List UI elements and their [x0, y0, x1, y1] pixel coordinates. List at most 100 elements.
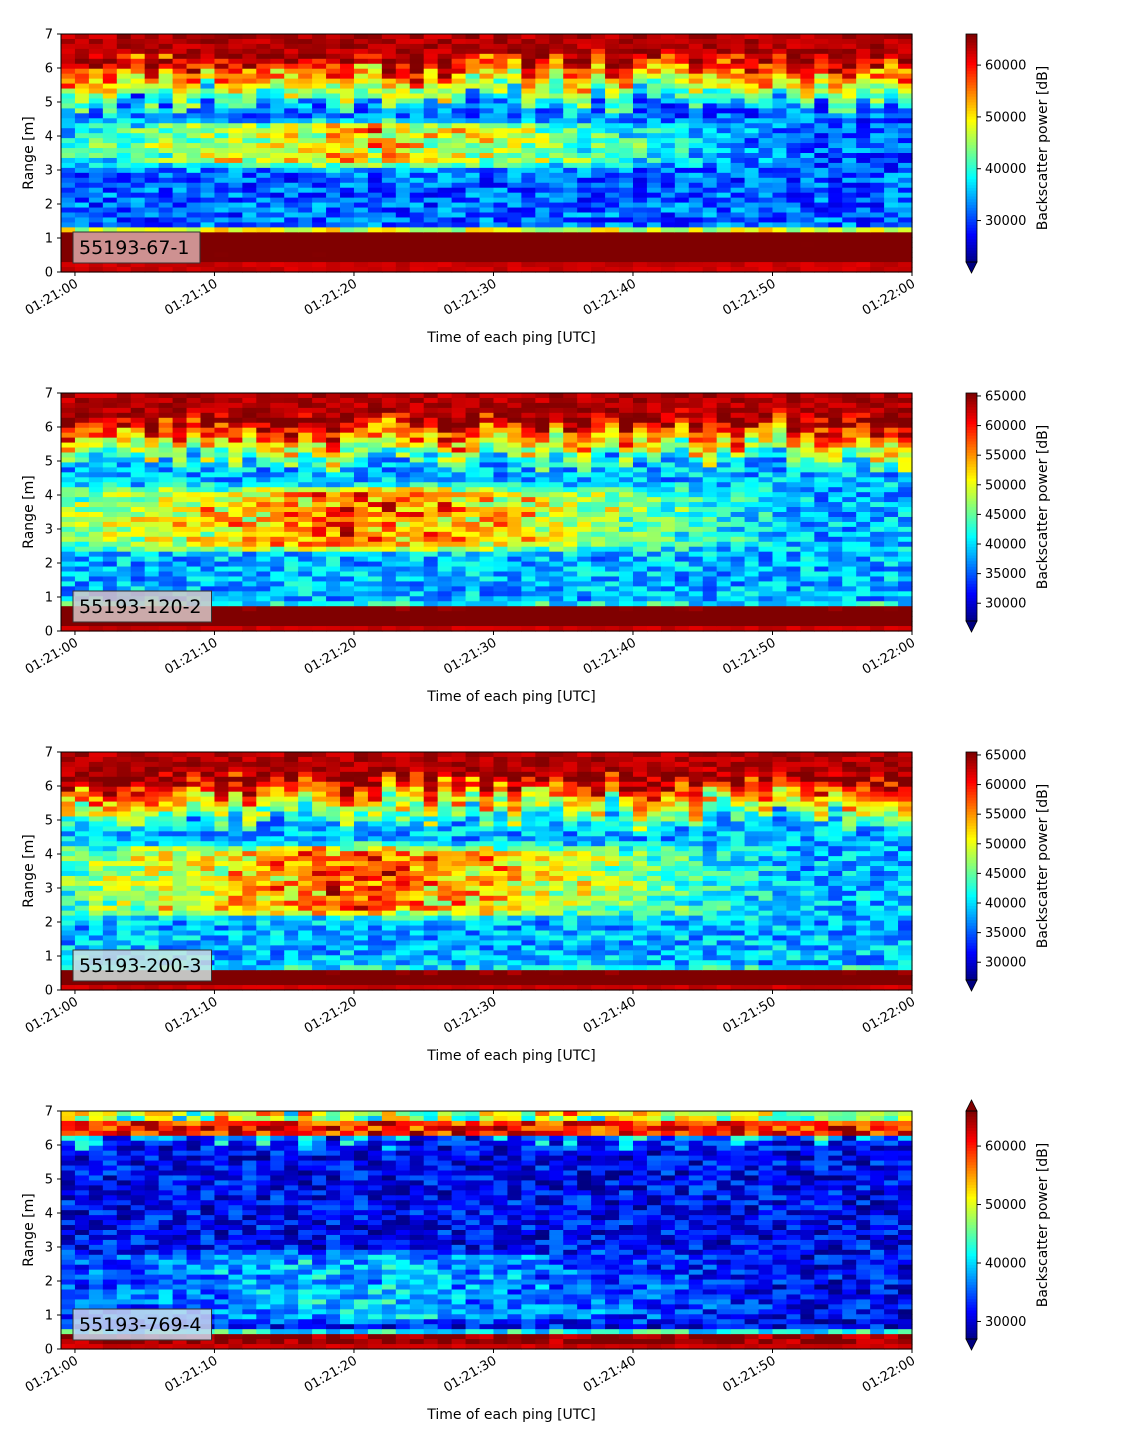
x-tick-label: 01:21:30: [441, 276, 499, 318]
colorbar-tick-label: 50000: [985, 837, 1026, 852]
colorbar-tick-label: 40000: [985, 897, 1026, 912]
x-tick-label: 01:21:30: [441, 635, 499, 677]
x-axis-label: Time of each ping [UTC]: [426, 1048, 596, 1064]
colorbar-1: 30000 40000 50000 60000 Backscatter power [d…: [965, 33, 1051, 274]
colorbar-tick-label: 40000: [985, 538, 1026, 553]
plot-frame: [60, 751, 913, 991]
y-tick-label: 7: [45, 387, 53, 402]
colorbar-extend-max: [965, 1099, 978, 1112]
x-tick-label: 01:21:30: [441, 1353, 499, 1395]
x-tick-label: 01:21:10: [162, 635, 220, 677]
colorbar-tick-label: 65000: [985, 389, 1026, 404]
x-tick-label: 01:21:20: [302, 276, 360, 318]
y-tick-label: 1: [45, 591, 53, 606]
y-tick-label: 6: [45, 1139, 53, 1154]
panel-2: 0 1 2 3 4 5 6 7 01:21:00 01:21:10 01:21:20 01:21:30…: [21, 387, 1051, 706]
heatmap-2: [61, 393, 913, 632]
colorbar-tick-label: 55000: [985, 808, 1026, 823]
plot-frame: [60, 1110, 913, 1350]
colorbar-tick-label: 35000: [985, 926, 1026, 941]
series-label: 55193-67-1: [79, 237, 189, 259]
x-tick-label: 01:21:00: [23, 276, 81, 318]
x-tick-label: 01:22:00: [860, 635, 918, 677]
x-axis-label: Time of each ping [UTC]: [426, 330, 596, 346]
heatmap-4: [61, 1111, 913, 1350]
y-tick-label: 2: [45, 916, 53, 931]
colorbar-tick-label: 30000: [985, 214, 1026, 229]
heatmap-3: [61, 752, 913, 991]
y-axis-label: Range [m]: [21, 834, 37, 907]
colorbar-tick-label: 30000: [985, 1315, 1026, 1330]
y-tick-label: 4: [45, 1207, 53, 1222]
series-label-box: [72, 590, 212, 623]
x-tick-label: 01:21:00: [23, 635, 81, 677]
colorbar-tick-label: 40000: [985, 162, 1026, 177]
x-tick-label: 01:21:50: [720, 994, 778, 1036]
colorbar-extend-min: [965, 979, 978, 992]
y-tick-label: 0: [45, 266, 53, 281]
colorbar-tick-label: 50000: [985, 478, 1026, 493]
colorbar-tick-label: 50000: [985, 110, 1026, 125]
x-tick-label: 01:21:20: [302, 994, 360, 1036]
colorbar-4: 30000 40000 50000 60000 Backscatter power [d…: [965, 1099, 1051, 1351]
colorbar-2: 30000 35000 40000 45000 50000 55000 60000 65000…: [965, 389, 1051, 633]
series-label-box: [72, 949, 212, 982]
x-tick-label: 01:21:50: [720, 1353, 778, 1395]
y-tick-label: 4: [45, 489, 53, 504]
x-tick-label: 01:21:20: [302, 1353, 360, 1395]
x-axis-label: Time of each ping [UTC]: [426, 689, 596, 705]
y-axis-label: Range [m]: [21, 1193, 37, 1266]
colorbar-tick-label: 65000: [985, 748, 1026, 763]
colorbar-tick-label: 30000: [985, 597, 1026, 612]
y-tick-label: 6: [45, 421, 53, 436]
colorbar-tick-label: 60000: [985, 1140, 1026, 1155]
y-axis-label: Range [m]: [21, 116, 37, 189]
y-tick-label: 5: [45, 96, 53, 111]
x-axis-label: Time of each ping [UTC]: [426, 1407, 596, 1423]
y-tick-label: 0: [45, 625, 53, 640]
series-label: 55193-769-4: [79, 1314, 202, 1336]
y-tick-label: 2: [45, 1275, 53, 1290]
colorbar-tick-label: 45000: [985, 867, 1026, 882]
y-tick-label: 3: [45, 882, 53, 897]
x-tick-label: 01:21:10: [162, 276, 220, 318]
y-tick-label: 1: [45, 950, 53, 965]
series-label: 55193-120-2: [79, 596, 202, 618]
colorbar-label: Backscatter power [dB]: [1035, 66, 1051, 231]
colorbar-tick-label: 40000: [985, 1257, 1026, 1272]
y-tick-label: 3: [45, 164, 53, 179]
panel-1: 0 1 2 3 4 5 6 7 01:21:00 01:21:10 01:21:20 01:21:30…: [21, 28, 1051, 347]
x-tick-label: 01:22:00: [860, 276, 918, 318]
x-tick-label: 01:21:20: [302, 635, 360, 677]
y-tick-label: 4: [45, 848, 53, 863]
colorbar-tick-label: 30000: [985, 956, 1026, 971]
y-tick-label: 3: [45, 1241, 53, 1256]
plot-frame: [60, 33, 913, 273]
colorbar-tick-label: 45000: [985, 508, 1026, 523]
y-tick-label: 7: [45, 1105, 53, 1120]
plot-frame: [60, 392, 913, 632]
y-tick-label: 7: [45, 28, 53, 43]
y-tick-label: 2: [45, 557, 53, 572]
series-label-box: [72, 231, 201, 264]
y-tick-label: 5: [45, 1173, 53, 1188]
colorbar-tick-label: 50000: [985, 1198, 1026, 1213]
series-label: 55193-200-3: [79, 955, 202, 977]
x-tick-label: 01:21:40: [581, 994, 639, 1036]
x-tick-label: 01:21:00: [23, 1353, 81, 1395]
x-tick-label: 01:21:30: [441, 994, 499, 1036]
y-tick-label: 0: [45, 984, 53, 999]
y-tick-label: 1: [45, 232, 53, 247]
x-tick-label: 01:21:40: [581, 635, 639, 677]
x-tick-label: 01:21:50: [720, 635, 778, 677]
y-tick-label: 5: [45, 455, 53, 470]
colorbar-tick-label: 60000: [985, 59, 1026, 74]
colorbar-tick-label: 55000: [985, 449, 1026, 464]
x-tick-label: 01:21:40: [581, 276, 639, 318]
heatmap-1: [61, 34, 913, 273]
x-tick-label: 01:21:50: [720, 276, 778, 318]
x-tick-label: 01:22:00: [860, 994, 918, 1036]
colorbar-3: 30000 35000 40000 45000 50000 55000 60000 65000…: [965, 748, 1051, 992]
y-tick-label: 6: [45, 62, 53, 77]
